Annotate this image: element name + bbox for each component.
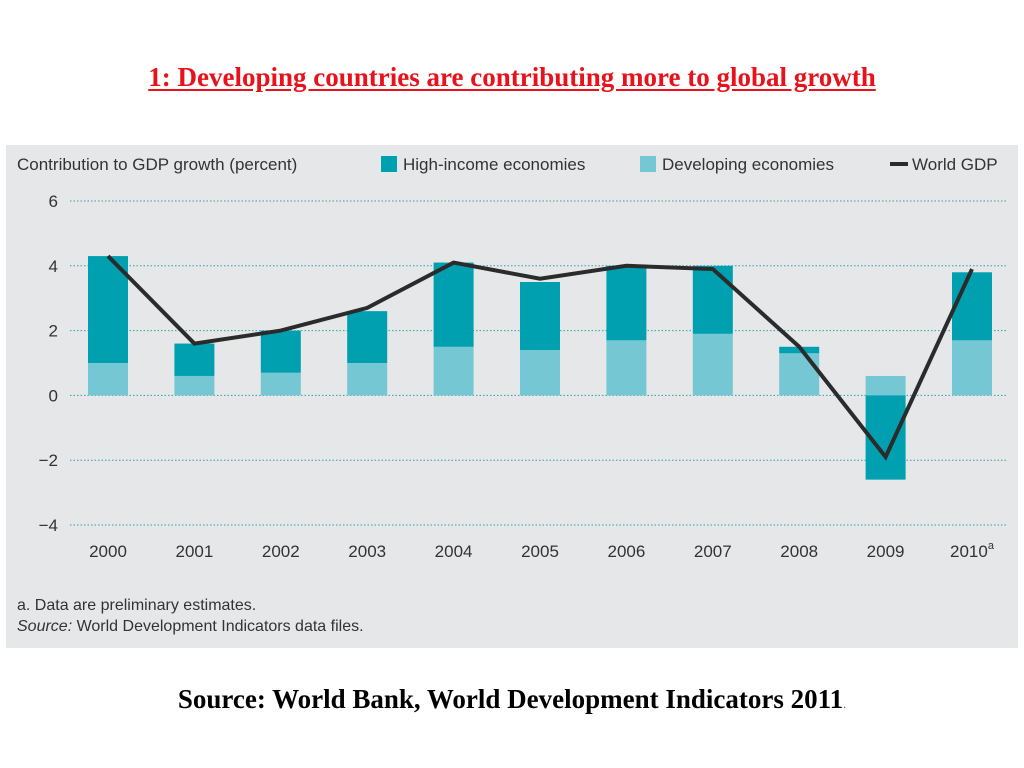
bar-developing	[865, 375, 906, 396]
line-layer	[106, 254, 974, 461]
bar-developing	[520, 350, 560, 396]
slide-source: Source: World Bank, World Development In…	[0, 684, 1024, 715]
x-tick-label: 2000	[89, 542, 127, 561]
bar-high-income	[347, 311, 388, 363]
bar-high-income	[174, 343, 215, 376]
x-tick-label: 2003	[348, 542, 386, 561]
bar-developing	[347, 363, 388, 396]
y-tick-label: −2	[39, 451, 58, 470]
chart-svg: 6 4 2 0 −2 −4 2000 2001 2002 2003 2004 2005 2006 2007…	[17, 155, 1008, 635]
x-tick-label: 2005	[521, 542, 559, 561]
bar-developing	[174, 375, 215, 396]
y-tick-label: 4	[49, 257, 58, 276]
legend: Contribution to GDP growth (percent) Hig…	[17, 155, 998, 174]
bar-layer	[88, 256, 992, 480]
slide-source-text: Source: World Bank, World Development In…	[177, 684, 844, 714]
note-source-prefix: Source:	[17, 618, 72, 635]
bar-developing	[88, 363, 128, 396]
note-source-text: World Development Indicators data files.	[72, 618, 363, 635]
bar-developing	[433, 346, 474, 396]
bar-high-income	[260, 330, 301, 373]
legend-label-world-gdp: World GDP	[912, 155, 998, 174]
legend-swatch-high-income	[381, 156, 397, 172]
note-preliminary: a. Data are preliminary estimates.	[17, 597, 256, 614]
x-tick-label: 2009	[867, 542, 905, 561]
note-source: Source: World Development Indicators dat…	[17, 618, 364, 635]
x-tick-label: 2006	[607, 542, 645, 561]
y-tick-label: 0	[49, 386, 58, 405]
y-axis-label: Contribution to GDP growth (percent)	[17, 155, 297, 174]
bar-high-income	[433, 262, 474, 347]
slide-title: 1: Developing countries are contributing…	[148, 62, 876, 92]
chart-panel: 6 4 2 0 −2 −4 2000 2001 2002 2003 2004 2005 2006 2007…	[6, 145, 1018, 648]
y-tick-label: 2	[49, 322, 58, 341]
x-tick-label: 2007	[694, 542, 732, 561]
x-tick-label: 2001	[175, 542, 213, 561]
world-gdp-line	[106, 254, 974, 461]
axis-layer: 6 4 2 0 −2 −4 2000 2001 2002 2003 2004 2005 2006 2007…	[39, 192, 995, 561]
bar-developing	[260, 372, 301, 396]
bar-high-income	[952, 272, 992, 341]
x-tick-superscript: a	[988, 540, 995, 552]
bar-developing	[606, 340, 647, 396]
bar-high-income	[88, 256, 128, 363]
legend-label-high-income: High-income economies	[403, 155, 585, 174]
bar-developing	[952, 340, 992, 396]
y-tick-label: −4	[39, 516, 58, 535]
bar-high-income	[692, 265, 733, 334]
bar-developing	[779, 353, 820, 396]
y-tick-label: 6	[49, 192, 58, 211]
chart-notes: a. Data are preliminary estimates. Sourc…	[17, 597, 364, 635]
bar-developing	[692, 333, 733, 396]
x-tick-label: 2004	[435, 542, 473, 561]
slide-source-suffix: .	[843, 697, 847, 711]
x-tick-label: 2008	[780, 542, 818, 561]
bar-high-income	[520, 282, 560, 351]
legend-label-developing: Developing economies	[662, 155, 834, 174]
x-tick-label: 2002	[262, 542, 300, 561]
bar-high-income	[606, 265, 647, 341]
x-tick-label: 2010a	[950, 540, 995, 561]
legend-swatch-developing	[640, 156, 656, 172]
